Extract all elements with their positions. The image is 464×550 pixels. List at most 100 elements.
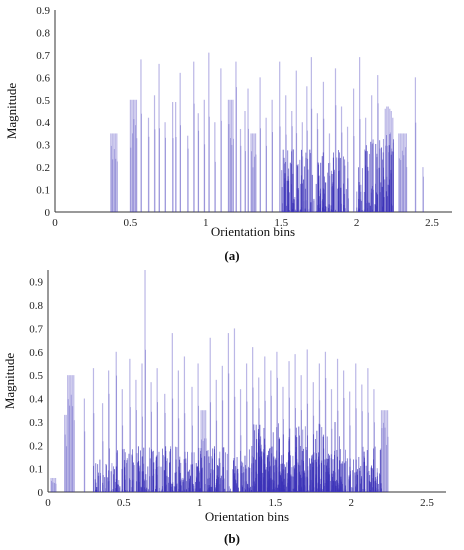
bar [242, 462, 244, 492]
bar [180, 485, 182, 492]
bar [112, 489, 114, 492]
bar [249, 467, 251, 492]
bar [286, 478, 288, 492]
bar [294, 209, 296, 212]
bar [97, 464, 99, 492]
bar [369, 484, 371, 492]
bar [315, 483, 317, 492]
bar [320, 484, 321, 492]
bar [206, 450, 208, 492]
bar [355, 484, 357, 492]
bar [305, 188, 306, 212]
bar [253, 424, 255, 492]
bar [307, 490, 309, 492]
bar [264, 356, 266, 492]
bar [188, 487, 190, 492]
bar [131, 480, 133, 492]
bar [183, 459, 185, 492]
bar [358, 167, 359, 212]
bar [237, 468, 239, 492]
bar [356, 191, 358, 212]
bar [160, 466, 162, 492]
bar [217, 465, 218, 492]
x-tick-label: 1 [203, 217, 209, 229]
bar [376, 169, 378, 212]
bar [276, 427, 278, 492]
bar [325, 378, 327, 492]
bar [185, 481, 187, 492]
bar [196, 479, 198, 492]
y-tick-label: 0 [38, 487, 44, 499]
bar [292, 455, 294, 492]
bar [374, 422, 375, 492]
bar [377, 75, 379, 212]
bar [304, 208, 306, 212]
bar [346, 491, 348, 492]
bar [318, 486, 320, 492]
bar [335, 488, 337, 492]
bar [180, 125, 181, 212]
bar [343, 397, 345, 492]
bar [372, 139, 374, 212]
bar [185, 462, 187, 492]
y-tick-label: 0.7 [29, 323, 43, 335]
bar [307, 169, 309, 212]
bar [329, 455, 330, 492]
bar [330, 454, 332, 492]
bar [345, 189, 347, 212]
bar [337, 490, 339, 492]
bar [314, 439, 316, 492]
bar [70, 394, 72, 492]
bar [183, 356, 186, 492]
bar [254, 459, 256, 492]
bar [365, 465, 367, 492]
bar [306, 86, 308, 212]
bar [230, 488, 231, 492]
bar [241, 461, 243, 492]
bar [128, 489, 130, 492]
bar [388, 152, 390, 212]
bar [342, 490, 344, 492]
bar [131, 99, 133, 212]
bar [380, 448, 382, 492]
bar [291, 476, 293, 492]
bar [325, 472, 327, 492]
bar [198, 460, 199, 492]
bar [138, 461, 140, 492]
bar [73, 420, 75, 492]
bar [175, 471, 177, 492]
bar [359, 57, 361, 212]
bar [292, 488, 294, 492]
bar [152, 475, 154, 492]
bar [329, 162, 331, 212]
bar [188, 471, 189, 492]
bar [244, 111, 246, 212]
bar [371, 144, 373, 212]
bar [147, 466, 149, 492]
bar [264, 462, 266, 492]
bar [268, 471, 269, 492]
bar [344, 165, 346, 212]
bar [373, 469, 374, 492]
y-tick-label: 0.8 [36, 27, 50, 39]
bar [415, 122, 417, 212]
y-axis-title: Magnitude [2, 353, 17, 410]
bar [104, 491, 106, 492]
bar [281, 203, 283, 212]
bar [191, 452, 193, 492]
bar [182, 482, 184, 492]
bar [363, 451, 365, 492]
bar [73, 375, 75, 492]
bar [304, 470, 305, 492]
bar [51, 477, 54, 492]
bar [121, 389, 123, 492]
bar [230, 138, 231, 212]
x-axis-title: Orientation bins [205, 509, 289, 524]
bar [346, 458, 348, 492]
bar [399, 133, 401, 212]
y-tick-label: 0.2 [36, 162, 50, 174]
bar [94, 479, 96, 492]
bar [240, 145, 242, 212]
bar [258, 480, 260, 492]
bar [181, 477, 183, 492]
